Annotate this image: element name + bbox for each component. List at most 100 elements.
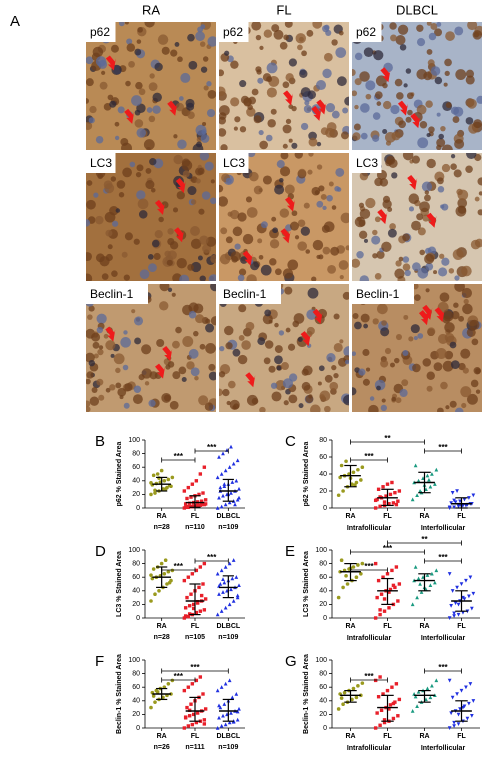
cell xyxy=(454,407,464,412)
n-label: n=109 xyxy=(218,744,238,751)
row-label: LC3 xyxy=(90,156,112,170)
data-point xyxy=(185,496,189,501)
cell xyxy=(466,153,477,159)
cell xyxy=(368,404,379,412)
cell xyxy=(268,365,276,373)
cell xyxy=(477,177,482,186)
data-point xyxy=(373,678,378,683)
data-point xyxy=(432,482,437,486)
data-point xyxy=(215,688,220,693)
data-point xyxy=(341,702,345,706)
data-point xyxy=(235,458,240,463)
cell xyxy=(110,353,115,358)
data-point xyxy=(341,585,345,590)
data-point xyxy=(450,695,455,700)
data-point xyxy=(215,475,220,480)
cell xyxy=(246,107,256,117)
cell xyxy=(291,210,298,217)
cell xyxy=(146,107,153,113)
cell xyxy=(344,359,349,365)
cell xyxy=(308,153,314,157)
data-point xyxy=(376,578,381,583)
data-point xyxy=(416,689,421,694)
cell xyxy=(405,68,412,74)
cell xyxy=(133,385,142,393)
region-label: Interfollicular xyxy=(421,635,466,642)
cell xyxy=(387,228,397,238)
arrow xyxy=(174,227,185,243)
data-point xyxy=(229,444,233,449)
cell xyxy=(118,22,125,27)
data-point xyxy=(153,488,157,493)
cell xyxy=(430,23,438,30)
data-point xyxy=(231,598,236,603)
cell xyxy=(450,163,457,171)
n-label: n=28 xyxy=(154,634,170,641)
cell xyxy=(247,153,256,158)
data-point xyxy=(186,614,191,619)
data-point xyxy=(167,580,172,585)
data-point xyxy=(378,504,382,508)
arrow xyxy=(242,250,253,266)
data-point xyxy=(194,568,199,573)
n-label: n=109 xyxy=(218,524,238,531)
cell xyxy=(141,344,152,355)
micrograph-bg xyxy=(352,284,482,412)
data-point xyxy=(217,715,221,720)
cell xyxy=(219,128,227,137)
cell xyxy=(404,269,411,277)
cell xyxy=(148,263,157,273)
cell xyxy=(318,254,324,260)
data-point xyxy=(373,561,378,566)
cell xyxy=(417,137,429,149)
data-point xyxy=(396,714,400,718)
data-point xyxy=(237,706,241,711)
cell xyxy=(139,269,150,280)
cell xyxy=(365,80,376,91)
cell xyxy=(402,233,410,242)
data-point xyxy=(339,696,344,700)
data-point xyxy=(185,705,189,710)
cell xyxy=(419,249,426,256)
cell xyxy=(152,92,162,103)
y-axis-title: p62 % Stained Area xyxy=(116,442,123,507)
n-label: n=111 xyxy=(185,744,204,751)
data-point xyxy=(373,506,378,510)
data-point xyxy=(203,502,208,506)
cell xyxy=(436,138,446,148)
cell xyxy=(434,76,443,85)
cell xyxy=(204,402,214,411)
significance-label: *** xyxy=(174,452,184,461)
cell xyxy=(260,221,268,229)
panel-label: A xyxy=(10,13,20,30)
data-point xyxy=(456,712,461,717)
cell xyxy=(449,400,457,408)
cell xyxy=(208,363,216,371)
cell xyxy=(251,88,259,96)
cell xyxy=(99,81,108,90)
cell xyxy=(345,245,349,251)
data-point xyxy=(397,582,402,586)
data-point xyxy=(351,470,356,475)
cell xyxy=(136,128,147,138)
data-point xyxy=(219,504,224,509)
cell xyxy=(257,337,266,346)
cell xyxy=(103,180,113,190)
cell xyxy=(93,353,99,359)
category-label: FL xyxy=(383,623,392,630)
data-point xyxy=(223,564,228,569)
cell xyxy=(454,138,465,150)
data-point xyxy=(434,467,439,472)
cell xyxy=(352,69,356,76)
cell xyxy=(105,340,116,351)
cell xyxy=(359,275,370,281)
cell xyxy=(342,107,349,114)
cell xyxy=(298,403,304,409)
cell xyxy=(452,249,464,260)
n-label: n=105 xyxy=(185,634,205,641)
cell xyxy=(316,141,322,147)
micrograph xyxy=(352,153,482,281)
cell xyxy=(219,371,226,378)
cell xyxy=(179,96,184,101)
y-tick-label: 60 xyxy=(319,454,327,461)
